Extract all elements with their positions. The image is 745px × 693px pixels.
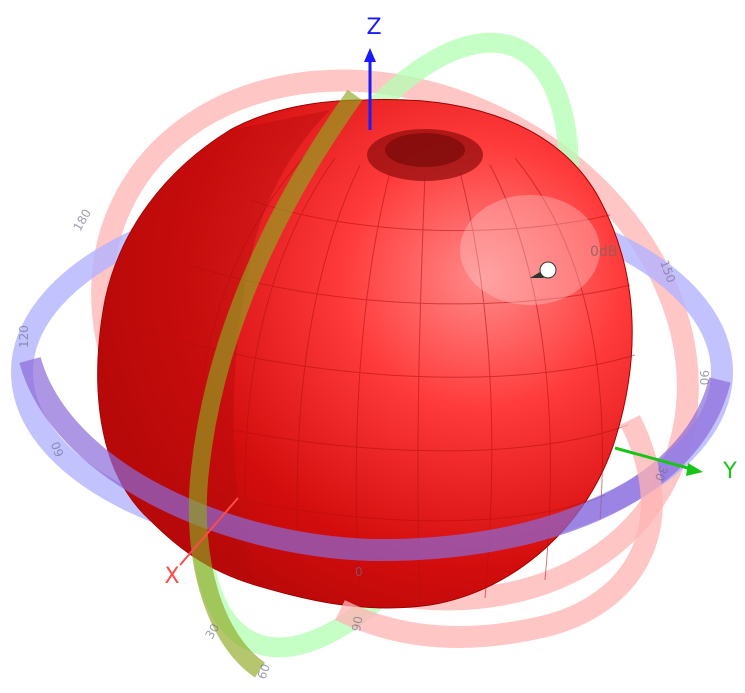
- vertical-ring-front: [188, 89, 363, 678]
- x-axis: X: [164, 497, 239, 589]
- tick-label: 30: [202, 621, 222, 641]
- tick-label: 90: [349, 615, 365, 632]
- pattern-top-hole: [385, 133, 465, 167]
- elevation-ring-front: [335, 415, 663, 648]
- pattern-shadow: [97, 110, 331, 585]
- y-axis: Y: [614, 446, 737, 484]
- ring-tick-labels: 180 150 120 90 60 30 0 30 60 90: [17, 207, 711, 681]
- tick-label: 0: [355, 565, 363, 579]
- pattern-highlight: [460, 195, 600, 305]
- marker-label: 0dB: [590, 244, 617, 260]
- x-axis-label: X: [164, 564, 179, 589]
- pattern-marker[interactable]: 0dB: [530, 244, 617, 279]
- radiation-pattern: [97, 98, 636, 609]
- pointer-arrow-icon[interactable]: [539, 261, 557, 279]
- z-axis: Z: [364, 15, 382, 130]
- tick-label: 90: [697, 370, 711, 385]
- pattern-lobe: [97, 98, 633, 609]
- tick-label: 60: [48, 440, 66, 459]
- tick-label: 60: [255, 662, 273, 681]
- tick-label: 120: [17, 325, 31, 348]
- y-axis-label: Y: [722, 459, 737, 484]
- tick-label: 30: [652, 464, 670, 483]
- z-axis-label: Z: [366, 15, 381, 40]
- tick-label: 180: [70, 207, 94, 234]
- pattern-mesh: [109, 149, 636, 606]
- marker-arrow: [530, 272, 544, 278]
